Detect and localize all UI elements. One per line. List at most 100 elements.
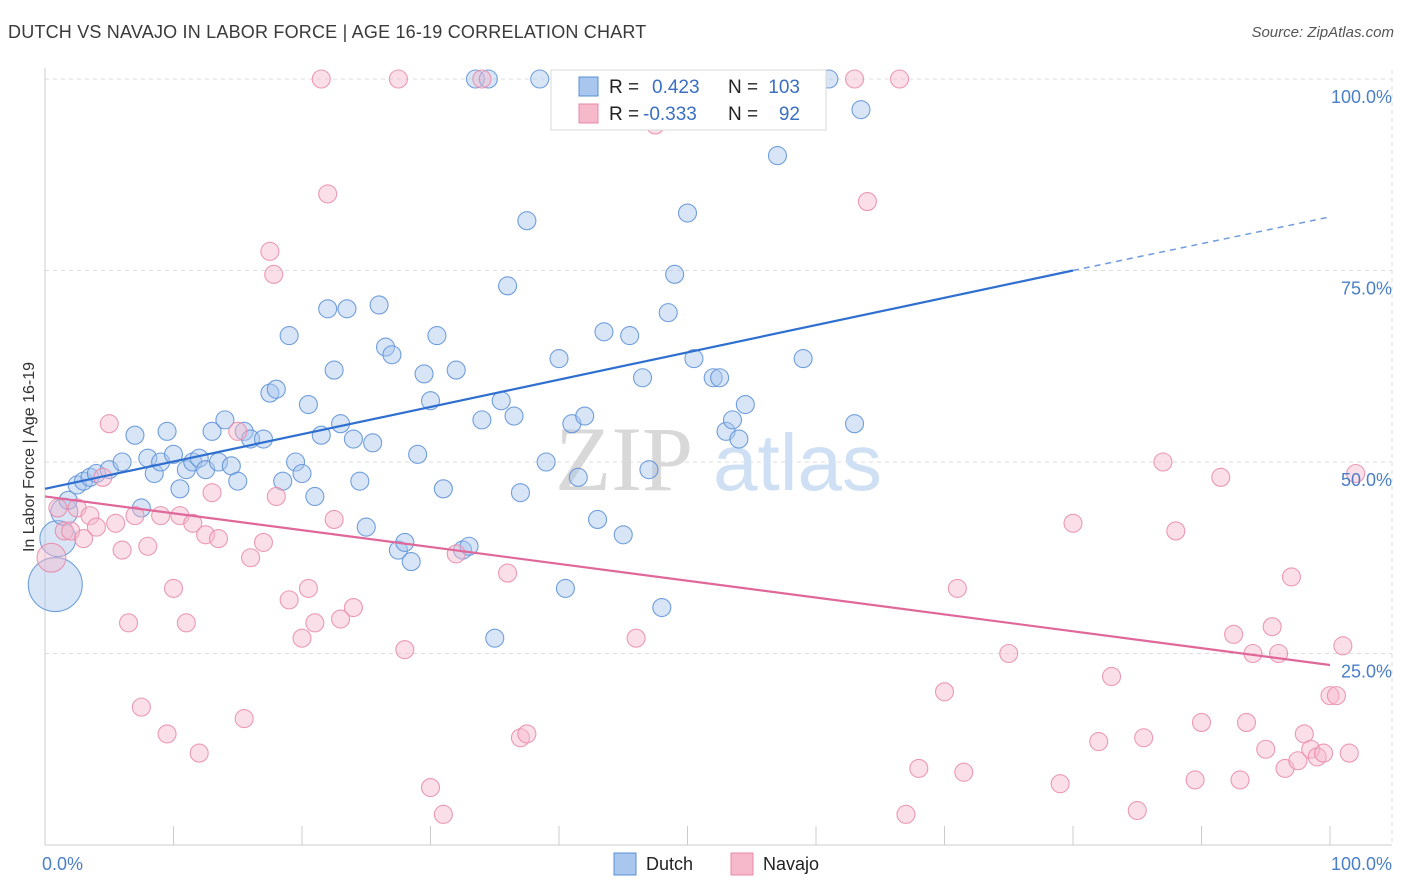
navajo-point-71 [1185,770,1205,790]
bottom-legend-swatch-dutch [613,852,637,876]
navajo-point-82 [1281,567,1301,587]
dutch-point-98 [851,100,871,120]
dutch-point-29 [253,429,274,449]
legend-dutch-n-value: 103 [768,77,800,98]
navajo-point-33 [279,590,299,610]
navajo-point-2 [54,521,74,541]
navajo-point-90 [1333,636,1353,656]
navajo-point-5 [74,529,94,549]
legend-swatch-dutch [578,76,599,97]
navajo-point-24 [202,483,222,503]
dutch-point-92 [729,429,749,449]
navajo-point-63 [1050,774,1070,794]
dutch-point-79 [613,525,633,545]
navajo-point-40 [330,609,351,629]
navajo-point-75 [1230,770,1250,790]
navajo-point-16 [151,506,171,526]
navajo-point-78 [1256,739,1276,759]
navajo-point-79 [1262,617,1282,637]
dutch-point-88 [703,368,723,388]
series-legend: Dutch Navajo [613,852,819,876]
dutch-point-72 [549,349,569,369]
navajo-point-89 [1326,686,1346,706]
dutch-point-45 [356,517,376,537]
legend-navajo-r-label: R = [609,104,639,125]
navajo-point-36 [305,613,325,633]
navajo-point-92 [1346,463,1366,484]
y-axis-label: In Labor Force | Age 16-19 [21,362,38,552]
dutch-point-50 [388,540,408,560]
navajo-point-26 [228,421,248,441]
dutch-point-73 [555,578,575,598]
legend-navajo-n-label: N = [728,104,758,125]
dutch-point-0 [27,557,83,613]
navajo-point-43 [395,640,415,660]
navajo-point-57 [896,804,916,824]
legend-navajo-r-value: -0.333 [643,104,697,125]
navajo-point-7 [86,517,106,537]
dutch-point-58 [446,360,466,380]
dutch-point-78 [594,322,614,342]
navajo-point-85 [1301,739,1321,759]
navajo-point-46 [446,544,466,564]
legend-swatch-navajo [578,103,599,124]
dutch-point-81 [632,368,653,388]
y-tick-label-75: 75.0% [1341,279,1392,299]
chart-title: DUTCH VS NAVAJO IN LABOR FORCE | AGE 16-… [8,22,647,42]
dutch-point-13 [144,463,164,484]
navajo-point-13 [125,506,145,526]
dutch-point-37 [305,486,325,507]
dutch-point-42 [337,299,357,319]
watermark: ZIP atlas [555,408,882,510]
dutch-point-39 [318,299,338,319]
dutch-point-84 [658,303,678,323]
dutch-point-56 [427,326,447,346]
navajo-point-41 [343,597,363,618]
dutch-point-48 [375,337,396,357]
y-tick-label-50: 50.0% [1341,470,1392,490]
navajo-point-88 [1320,686,1340,706]
navajo-point-51 [626,628,646,648]
navajo-point-11 [112,540,132,560]
navajo-point-21 [183,513,203,533]
y-tick-label-25: 25.0% [1341,662,1392,682]
dutch-point-87 [684,349,704,369]
dutch-point-47 [369,295,389,315]
dutch-point-22 [202,421,222,441]
navajo-point-35 [298,578,318,598]
dutch-point-80 [620,326,640,346]
source-credit: Source: ZipAtlas.com [1251,24,1394,41]
dutch-point-70 [530,69,550,89]
navajo-point-48 [498,563,518,583]
navajo-point-42 [388,69,408,89]
navajo-point-58 [909,758,929,778]
navajo-point-54 [844,69,865,89]
navajo-point-44 [420,777,441,798]
legend-dutch-r-value: 0.423 [652,77,700,98]
legend-dutch-n-label: N = [728,77,758,98]
dutch-point-71 [536,452,556,472]
bottom-legend-dutch: Dutch [646,854,693,874]
navajo-point-6 [80,506,100,526]
dutch-point-10 [125,425,145,445]
dutch-point-9 [112,452,132,472]
navajo-point-67 [1127,800,1147,821]
navajo-point-31 [264,264,284,284]
dutch-point-76 [575,406,595,426]
dutch-point-68 [510,483,531,503]
navajo-point-23 [196,525,216,545]
navajo-point-37 [311,69,331,89]
dutch-point-18 [176,460,196,480]
navajo-point-47 [472,69,492,89]
navajo-point-18 [163,578,184,598]
navajo-point-74 [1224,624,1244,644]
dutch-point-27 [234,421,254,441]
navajo-point-69 [1153,452,1173,472]
dutch-point-40 [324,360,344,380]
dutch-point-43 [343,429,363,449]
dutch-point-63 [478,69,498,89]
dutch-point-46 [363,433,383,453]
navajo-point-0 [36,542,67,573]
x-tick-label-max: 100.0% [1331,854,1392,874]
